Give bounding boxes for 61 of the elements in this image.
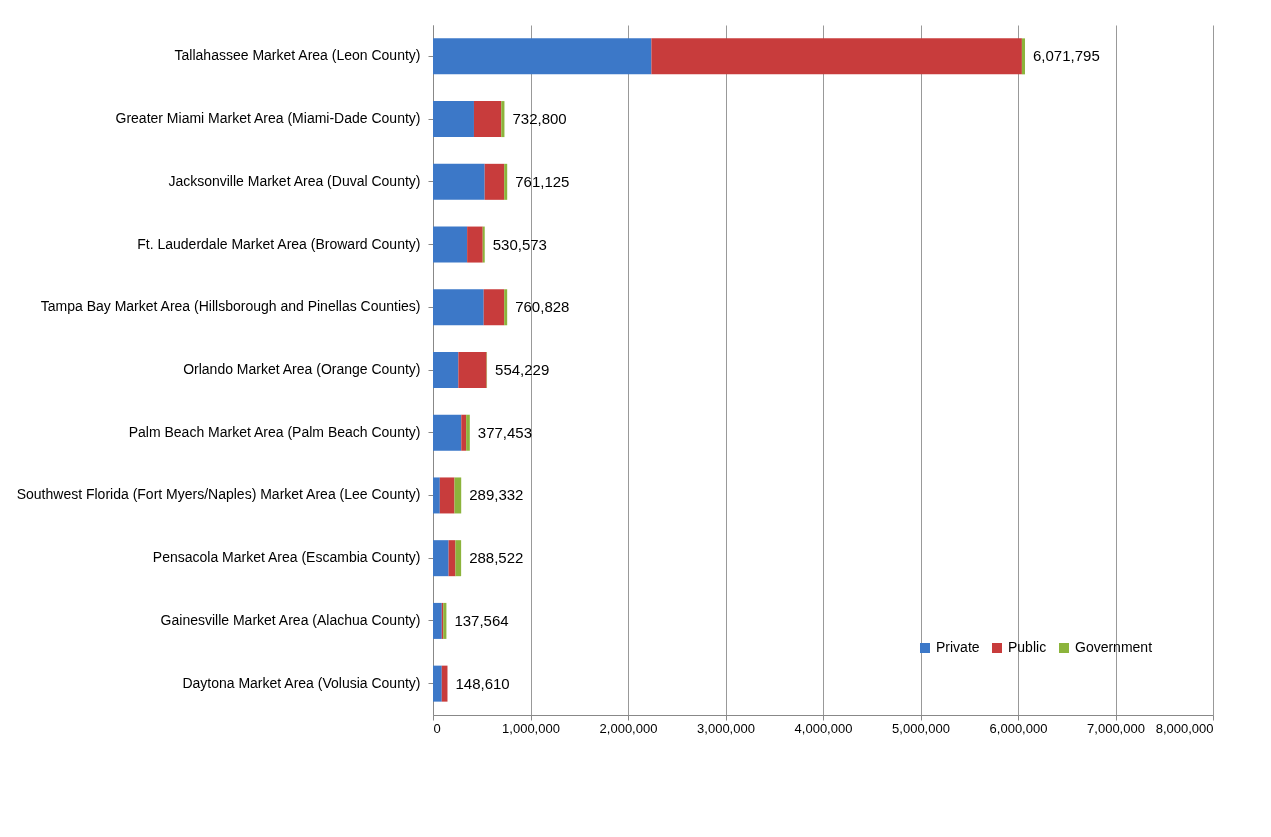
y-tick-label: Jacksonville Market Area (Duval County) [168, 172, 421, 189]
bar [501, 101, 505, 138]
y-tick-label: Orlando Market Area (Orange County) [183, 361, 421, 377]
bar [473, 101, 502, 138]
total-label: 377,453 [477, 423, 533, 441]
bar [433, 226, 468, 263]
y-tick-label: Gainesville Market Area (Alachua County) [160, 611, 421, 628]
x-tick-label: 7,000,000 [1087, 720, 1145, 736]
y-tick-label: Tampa Bay Market Area (Hillsborough and Pinellas Counties) [40, 298, 421, 315]
bar [433, 163, 485, 200]
x-tick-label: 8,000,000 [1155, 720, 1214, 736]
total-label: 732,800 [512, 110, 567, 128]
x-tick-label: 3,000,000 [697, 720, 755, 736]
bar [433, 101, 474, 138]
bar [504, 163, 508, 200]
total-label: 148,610 [455, 674, 510, 692]
y-tick-label: Daytona Market Area (Volusia County) [182, 674, 421, 691]
bar [433, 477, 440, 514]
total-label: 137,564 [454, 611, 509, 629]
bar [454, 477, 462, 514]
bar [433, 602, 442, 639]
y-tick-label: Pensacola Market Area (Escambia County) [152, 549, 421, 566]
y-tick-label: Palm Beach Market Area (Palm Beach County) [128, 423, 421, 440]
bar [483, 289, 505, 326]
bar [433, 665, 442, 702]
bar [433, 352, 459, 388]
x-tick-label: 5,000,000 [892, 720, 950, 736]
y-tick-label: Southwest Florida (Fort Myers/Naples) Market Area (Lee County) [16, 486, 421, 503]
bar [433, 414, 462, 451]
bar [461, 414, 467, 451]
bar [466, 414, 470, 451]
y-tick-label: Tallahassee Market Area (Leon County) [174, 47, 421, 64]
bar [458, 352, 487, 388]
x-tick-label: 1,000,000 [502, 720, 560, 736]
bar [433, 38, 652, 75]
bar [504, 289, 508, 326]
legend-label: Private [936, 639, 980, 655]
x-tick-label: 6,000,000 [989, 720, 1048, 736]
y-tick-label: Ft. Lauderdale Market Area (Broward County) [137, 235, 421, 252]
legend-label: Government [1075, 639, 1153, 655]
bar [467, 226, 483, 263]
bar [433, 540, 449, 577]
total-label: 289,332 [469, 486, 524, 504]
legend-label: Public [1008, 639, 1047, 655]
x-tick-label: 4,000,000 [794, 720, 853, 736]
bar [482, 226, 485, 263]
bar [455, 540, 462, 577]
total-label: 530,573 [492, 235, 547, 253]
bar [484, 163, 505, 200]
total-label: 760,828 [515, 298, 570, 316]
total-label: 6,071,795 [1033, 47, 1100, 65]
bar [1021, 38, 1025, 75]
x-tick-label: 2,000,000 [599, 720, 658, 736]
y-tick-label: Greater Miami Market Area (Miami-Dade County) [115, 110, 421, 127]
total-label: 761,125 [515, 172, 570, 190]
total-label: 554,229 [495, 361, 550, 378]
bar [651, 38, 1022, 75]
bar [439, 477, 455, 514]
total-label: 288,522 [469, 549, 524, 567]
x-tick-label: 0 [433, 720, 441, 736]
bar [433, 289, 484, 326]
